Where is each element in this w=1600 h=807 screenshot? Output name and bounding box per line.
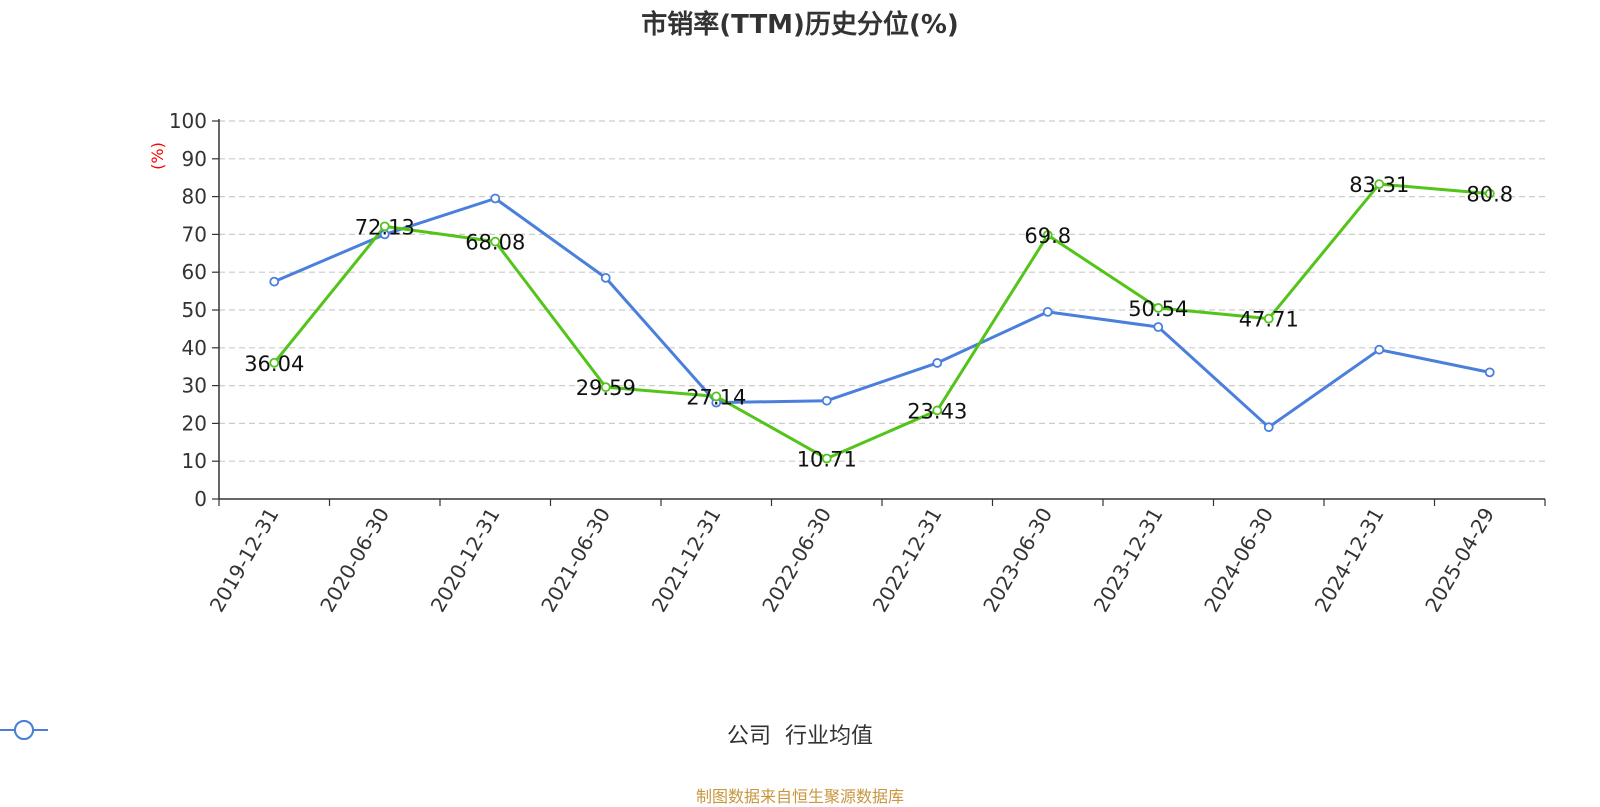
data-point-industry-average [932,358,943,368]
data-point-company [1042,230,1053,241]
y-tick-label: 0 [194,487,207,511]
data-label: 83.31 [1349,173,1409,197]
data-label: 72.13 [355,215,415,239]
data-point-company [711,391,722,402]
x-tick-label: 2022-06-30 [757,504,836,617]
x-tick-label: 2024-12-31 [1310,504,1389,617]
y-tick-label: 10 [182,449,207,473]
data-label: 47.71 [1239,308,1299,332]
data-point-industry-average [821,395,832,406]
data-point-company [600,382,611,393]
chart-title: 市销率(TTM)历史分位(%) [641,10,959,40]
y-tick-label: 20 [182,411,207,435]
data-point-company [932,405,943,416]
y-tick-label: 80 [182,185,207,209]
data-point-company [269,357,280,368]
data-point-company [1374,179,1385,189]
y-tick-label: 30 [182,374,207,398]
y-tick-label: 50 [182,298,207,322]
x-tick-label: 2025-04-29 [1420,504,1499,617]
data-point-industry-average [1153,322,1164,332]
y-tick-label: 40 [182,336,207,360]
x-tick-label: 2024-06-30 [1199,504,1278,617]
x-tick-label: 2020-12-31 [426,504,505,617]
data-label: 80.8 [1466,183,1513,207]
legend-marker-industry-average [0,720,48,740]
data-point-company [490,236,501,247]
data-point-industry-average [1374,344,1385,355]
data-point-company [1484,188,1495,199]
y-tick-label: 100 [169,109,207,133]
y-axis-label: (%) [148,142,167,170]
legend: 公司 行业均值 [0,718,1600,750]
data-label: 50.54 [1128,297,1188,321]
data-point-company [1153,303,1164,313]
legend-label-company: 公司 [726,724,771,749]
data-label: 27.14 [686,385,746,409]
data-label: 69.8 [1024,224,1071,248]
legend-label-industry-average: 行业均值 [785,724,874,749]
data-point-company [379,221,390,232]
x-tick-label: 2021-12-31 [647,504,726,617]
data-label: 23.43 [907,399,967,423]
x-tick-label: 2023-06-30 [978,504,1057,617]
legend-item-company[interactable]: 公司 [0,718,771,750]
data-point-company [821,453,832,464]
y-tick-label: 90 [182,147,207,171]
series-line-industry-average [273,196,1491,429]
source-note: 制图数据来自恒生聚源数据库 [695,787,904,806]
data-point-company [1263,313,1274,324]
x-tick-label: 2021-06-30 [536,504,615,617]
data-label: 10.71 [797,448,857,472]
data-label: 68.08 [465,231,525,255]
x-tick-label: 2023-12-31 [1089,504,1168,617]
data-point-industry-average [1484,367,1495,378]
data-point-industry-average [269,276,280,287]
y-tick-label: 70 [182,222,207,246]
data-label: 29.59 [576,376,636,400]
data-label: 36.04 [244,352,304,376]
data-point-industry-average [1042,306,1053,317]
data-point-industry-average [1263,422,1274,433]
data-point-industry-average [490,193,501,204]
x-tick-label: 2020-06-30 [315,504,394,617]
data-point-industry-average [600,272,611,283]
x-tick-label: 2022-12-31 [868,504,947,617]
y-tick-label: 60 [182,260,207,284]
series-line-company [273,182,1490,461]
x-tick-label: 2019-12-31 [205,504,284,617]
legend-item-industry-average[interactable]: 行业均值 [0,718,874,750]
